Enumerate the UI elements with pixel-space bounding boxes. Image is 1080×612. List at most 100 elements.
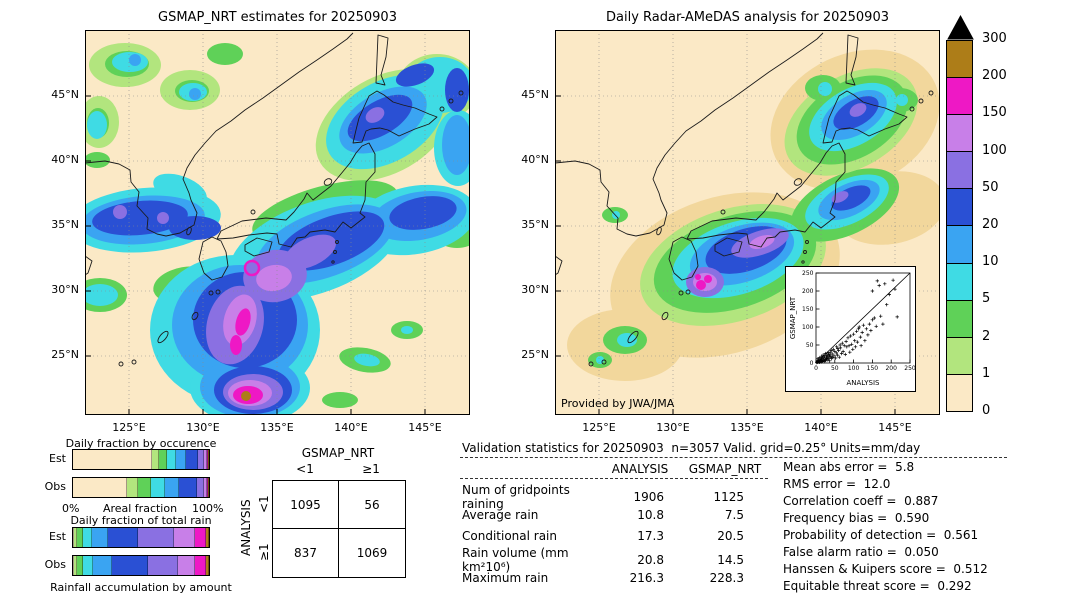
lon-tick-label: 135°E xyxy=(730,421,764,434)
est-label: Est xyxy=(49,452,66,465)
inset-ytick-label: 100 xyxy=(802,324,814,331)
obs-label: Obs xyxy=(44,558,66,571)
stats-column-gsmap: GSMAP_NRT xyxy=(688,462,762,476)
fraction-segment xyxy=(93,556,113,575)
colorbar-segment xyxy=(947,300,972,338)
map-frame xyxy=(85,30,470,415)
stat-label: Num of gridpoints raining xyxy=(462,483,570,511)
inset-ytick-label: 150 xyxy=(802,306,814,313)
inset-xtick-label: 150 xyxy=(867,365,879,372)
lon-tick-label: 145°E xyxy=(878,421,912,434)
stat-value-analysis: 1906 xyxy=(633,490,664,504)
map-frame xyxy=(555,30,940,415)
fraction-segment xyxy=(74,556,78,575)
contingency-col-label: ≥1 xyxy=(362,462,380,476)
colorbar-tick-label: 20 xyxy=(982,217,999,232)
fraction-segment xyxy=(195,528,207,547)
lon-tick-label: 140°E xyxy=(334,421,368,434)
inset-ytick-label: 50 xyxy=(806,342,814,349)
fraction-segment xyxy=(185,450,199,469)
occurrence-obs-bar xyxy=(72,477,210,498)
fraction-segment xyxy=(206,450,209,469)
contingency-col-label: <1 xyxy=(296,462,314,476)
colorbar-segment xyxy=(947,189,972,227)
header-divider xyxy=(460,478,768,479)
fraction-segment xyxy=(179,478,197,497)
areal-fraction-100: 100% xyxy=(192,502,224,515)
honshu-coast xyxy=(216,142,376,248)
scatter-points xyxy=(815,278,899,365)
occurrence-est-bar xyxy=(72,449,210,470)
inset-ytick-label: 0 xyxy=(810,360,814,367)
fraction-segment xyxy=(166,450,177,469)
total-rain-fraction-title: Daily fraction of total rain xyxy=(70,514,212,527)
right-map-title: Daily Radar-AMeDAS analysis for 20250903 xyxy=(606,10,889,25)
summary-metric: Hanssen & Kuipers score = 0.512 xyxy=(783,562,988,576)
colorbar-segment xyxy=(947,337,972,375)
colorbar-segment xyxy=(947,41,972,79)
coastlines xyxy=(84,32,464,367)
lat-tick-label: 25°N xyxy=(51,348,79,361)
colorbar-tick-label: 1 xyxy=(982,365,991,381)
stat-value-analysis: 10.8 xyxy=(637,507,664,522)
stats-row: Rain volume (mm km²10⁶) 20.8 14.5 xyxy=(462,546,772,574)
obs-label: Obs xyxy=(44,480,66,493)
lon-tick-label: 130°E xyxy=(186,421,220,434)
contingency-cell: 837 xyxy=(273,529,339,577)
fraction-segment xyxy=(173,528,196,547)
fraction-segment xyxy=(177,556,196,575)
fraction-segment xyxy=(196,478,204,497)
colorbar-tick-label: 300 xyxy=(982,31,1007,46)
colorbar-segment xyxy=(947,374,972,411)
lat-tick-label: 25°N xyxy=(521,348,549,361)
inset-ylabel: GSMAP_NRT xyxy=(789,296,797,339)
colorbar-tick-label: 200 xyxy=(982,68,1007,84)
fraction-segment xyxy=(208,478,209,497)
fraction-segment xyxy=(195,556,207,575)
fraction-segment xyxy=(77,528,83,547)
lon-tick-label: 145°E xyxy=(408,421,442,434)
lon-tick-label: 125°E xyxy=(112,421,146,434)
fraction-segment xyxy=(138,478,151,497)
fraction-segment xyxy=(158,450,167,469)
summary-metric: RMS error = 12.0 xyxy=(783,477,891,491)
validation-stats-rows: Num of gridpoints raining 1906 1125 Average… xyxy=(462,483,772,588)
fraction-segment xyxy=(73,450,152,469)
contingency-cell: 1095 xyxy=(273,481,339,529)
left-map-title: GSMAP_NRT estimates for 20250903 xyxy=(158,10,397,25)
stat-value-gsmap: 1125 xyxy=(713,490,744,504)
colorbar-tick-label: 5 xyxy=(982,291,991,307)
summary-metric: False alarm ratio = 0.050 xyxy=(783,545,939,559)
inset-xlabel: ANALYSIS xyxy=(846,379,880,387)
colorbar-segment xyxy=(947,263,972,301)
lat-tick-label: 40°N xyxy=(521,153,549,166)
fraction-segment xyxy=(203,478,207,497)
title-divider xyxy=(460,457,1007,458)
fraction-segment xyxy=(92,528,109,547)
fraction-segment xyxy=(82,528,93,547)
inset-xtick-label: 250 xyxy=(904,365,915,372)
fraction-segment xyxy=(147,556,178,575)
summary-metric: Equitable threat score = 0.292 xyxy=(783,579,972,593)
stat-value-analysis: 20.8 xyxy=(637,553,664,567)
lon-tick-label: 135°E xyxy=(260,421,294,434)
coastlines xyxy=(554,32,934,367)
summary-metrics: Mean abs error = 5.8 RMS error = 12.0 Corr… xyxy=(783,459,988,595)
contingency-row-label: <1 xyxy=(257,495,271,513)
areal-fraction-label: Areal fraction xyxy=(102,502,178,515)
occurrence-fraction-title: Daily fraction by occurence xyxy=(65,437,217,450)
contingency-row-label: ≥1 xyxy=(257,543,271,561)
colorbar-overflow-arrow xyxy=(947,14,974,40)
fraction-segment xyxy=(73,478,128,497)
summary-metric: Frequency bias = 0.590 xyxy=(783,511,930,525)
inset-xtick-label: 200 xyxy=(885,365,897,372)
map-gridlines xyxy=(85,30,470,415)
fraction-segment xyxy=(151,450,159,469)
honshu-coast xyxy=(686,142,846,248)
fraction-segment xyxy=(150,478,166,497)
stat-value-gsmap: 20.5 xyxy=(717,528,744,543)
summary-metric: Probability of detection = 0.561 xyxy=(783,528,979,542)
radar-amedas-map: 125°E 130°E 135°E 140°E 145°E 45°N 40°N 35°N 30°… xyxy=(521,30,946,434)
colorbar-segment xyxy=(947,78,972,116)
fraction-segment xyxy=(176,450,186,469)
